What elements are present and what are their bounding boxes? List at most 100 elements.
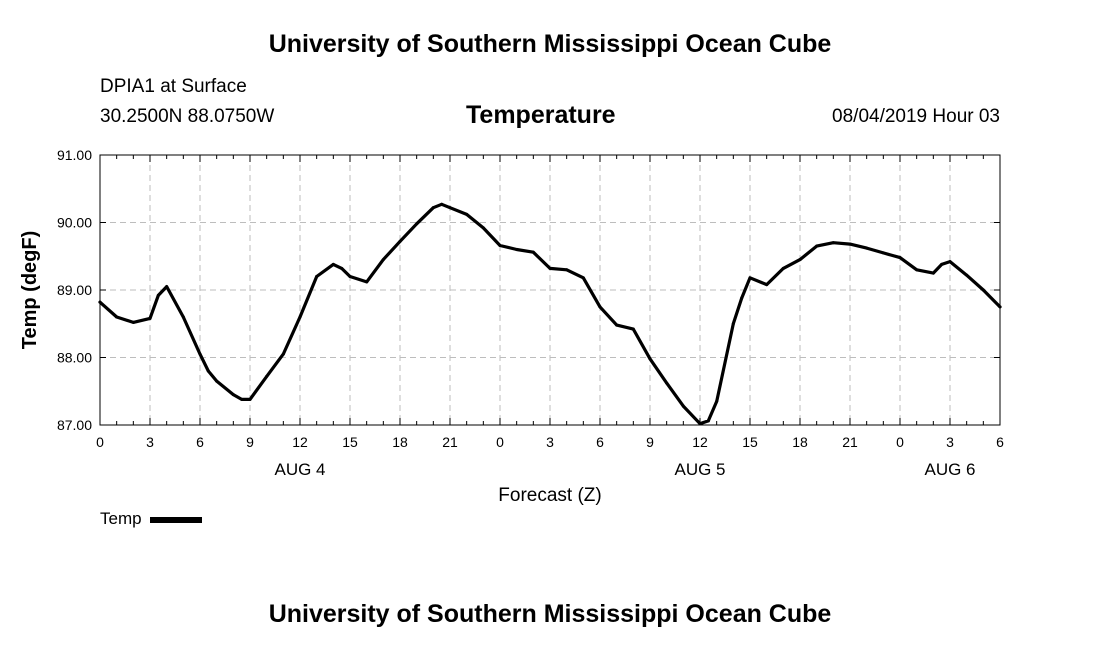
data-point — [931, 271, 935, 275]
data-point — [565, 268, 569, 272]
data-point — [498, 243, 502, 247]
header-title: University of Southern Mississippi Ocean… — [268, 30, 832, 58]
data-point — [465, 212, 469, 216]
data-point — [298, 315, 302, 319]
data-point — [665, 381, 669, 385]
data-point — [548, 266, 552, 270]
data-point — [898, 256, 902, 260]
data-point — [731, 322, 735, 326]
data-point — [848, 242, 852, 246]
data-point — [865, 246, 869, 250]
data-point — [881, 251, 885, 255]
station-name: DPIA1 at Surface — [100, 76, 247, 97]
data-point — [940, 262, 944, 266]
data-point — [265, 374, 269, 378]
x-tick-label: 3 — [546, 434, 554, 450]
data-point — [981, 288, 985, 292]
x-tick-label: 6 — [596, 434, 604, 450]
y-tick-label: 90.00 — [57, 215, 92, 231]
x-tick-label: 18 — [792, 434, 808, 450]
station-coords: 30.2500N 88.0750W — [100, 106, 275, 127]
data-point — [948, 260, 952, 264]
data-point — [215, 379, 219, 383]
data-point — [615, 323, 619, 327]
data-point — [198, 352, 202, 356]
data-point — [281, 352, 285, 356]
legend-swatch — [150, 516, 203, 523]
y-tick-label: 91.00 — [57, 147, 92, 163]
x-tick-label: 12 — [692, 434, 708, 450]
x-tick-label: 21 — [442, 434, 458, 450]
data-point — [831, 241, 835, 245]
y-tick-label: 88.00 — [57, 350, 92, 366]
x-tick-label: 9 — [646, 434, 654, 450]
data-point — [631, 327, 635, 331]
data-point — [431, 206, 435, 210]
data-point — [415, 222, 419, 226]
data-point — [748, 276, 752, 280]
day-label: AUG 4 — [274, 460, 325, 479]
data-point — [706, 419, 710, 423]
data-point — [965, 273, 969, 277]
data-point — [181, 315, 185, 319]
data-point — [531, 250, 535, 254]
data-point — [481, 226, 485, 230]
data-point — [398, 239, 402, 243]
footer-title: University of Southern Mississippi Ocean… — [268, 600, 832, 628]
data-point — [331, 262, 335, 266]
data-point — [915, 268, 919, 272]
data-point — [781, 266, 785, 270]
data-point — [365, 280, 369, 284]
data-point — [206, 369, 210, 373]
axis-ticks: 87.00 88.00 89.00 90.00 91.00 0 3 6 9 12 15 18 21 0 3 6… — [57, 147, 1004, 479]
data-point — [815, 244, 819, 248]
plot-datetime: 08/04/2019 Hour 03 — [832, 106, 1000, 127]
x-tick-label: 0 — [496, 434, 504, 450]
data-point — [240, 397, 244, 401]
x-tick-label: 0 — [896, 434, 904, 450]
x-tick-label: 9 — [246, 434, 254, 450]
plot-title: Temperature — [466, 101, 616, 129]
data-point — [598, 305, 602, 309]
data-point — [148, 316, 152, 320]
data-point — [115, 315, 119, 319]
legend: Temp — [100, 509, 203, 529]
x-tick-label: 3 — [946, 434, 954, 450]
data-point — [156, 293, 160, 297]
x-tick-label: 6 — [196, 434, 204, 450]
x-tick-label: 15 — [742, 434, 758, 450]
data-point — [681, 404, 685, 408]
data-point — [131, 320, 135, 324]
data-point — [515, 248, 519, 251]
x-tick-label: 12 — [292, 434, 308, 450]
data-point — [165, 285, 169, 289]
x-tick-label: 21 — [842, 434, 858, 450]
data-point — [448, 206, 452, 210]
day-label: AUG 5 — [674, 460, 725, 479]
data-point — [315, 275, 319, 278]
x-tick-label: 0 — [96, 434, 104, 450]
x-tick-label: 15 — [342, 434, 358, 450]
data-point — [715, 399, 719, 403]
data-point — [648, 357, 652, 361]
legend-label: Temp — [100, 509, 142, 528]
data-point — [440, 202, 444, 206]
data-point — [98, 300, 102, 304]
x-axis-label: Forecast (Z) — [498, 485, 601, 506]
data-point — [740, 296, 744, 300]
data-point — [581, 276, 585, 280]
data-point — [348, 275, 352, 278]
data-point — [231, 393, 235, 397]
data-point — [798, 258, 802, 262]
data-point — [765, 283, 769, 287]
y-axis-label: Temp (degF) — [19, 231, 41, 350]
data-point — [381, 258, 385, 262]
x-tick-label: 6 — [996, 434, 1004, 450]
x-tick-label: 18 — [392, 434, 408, 450]
grid-lines — [100, 155, 1000, 425]
day-label: AUG 6 — [924, 460, 975, 479]
x-tick-label: 3 — [146, 434, 154, 450]
data-point — [998, 305, 1002, 309]
data-point — [248, 397, 252, 401]
temperature-chart: 87.00 88.00 89.00 90.00 91.00 0 3 6 9 12 15 18 21 0 3 6… — [19, 147, 1004, 506]
